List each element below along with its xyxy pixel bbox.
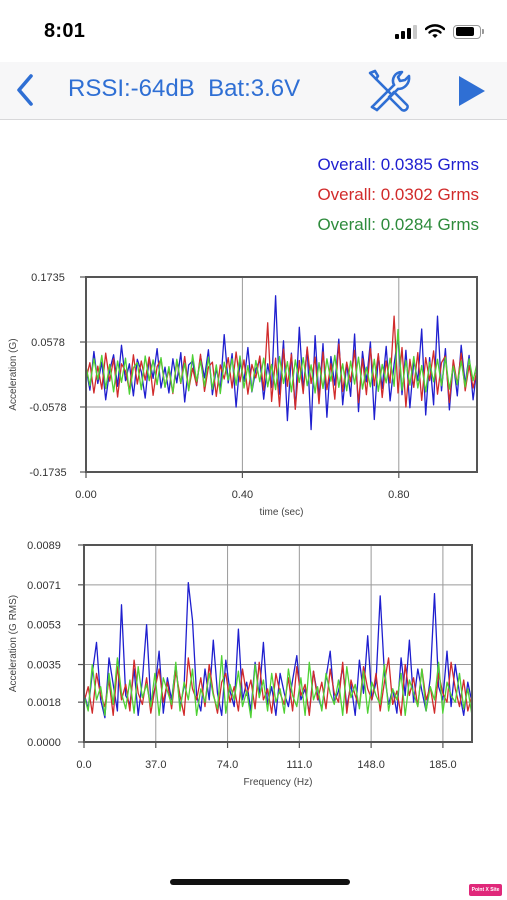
battery-icon — [453, 24, 484, 39]
y-tick-label: -0.0578 — [29, 402, 66, 414]
y-tick-label: 0.0578 — [31, 337, 65, 349]
y-tick-label: 0.0018 — [27, 697, 61, 709]
y-tick-label: 0.0035 — [27, 660, 61, 672]
time-domain-chart: 0.1735 0.0578 -0.0578 -0.1735 0.00 0.40 0.80 ti… — [8, 272, 478, 518]
settings-button[interactable] — [364, 67, 412, 115]
y-tick-label: -0.1735 — [29, 467, 66, 479]
x-tick-label: 0.00 — [75, 489, 96, 501]
wifi-icon — [425, 24, 445, 38]
x-tick-label: 148.0 — [357, 759, 385, 771]
nav-title: RSSI:-64dB Bat:3.6V — [68, 75, 301, 102]
nav-bar: RSSI:-64dB Bat:3.6V — [0, 62, 507, 120]
overall-red-value: Overall: 0.0302 Grms — [317, 185, 479, 204]
x-tick-label: 185.0 — [429, 759, 457, 771]
x-axis-label: time (sec) — [260, 507, 304, 518]
chevron-left-icon — [17, 74, 33, 106]
status-icons — [395, 24, 484, 39]
x-tick-label: 74.0 — [217, 759, 238, 771]
status-bar: 8:01 — [0, 0, 507, 62]
y-tick-label: 0.0089 — [27, 540, 61, 552]
back-button[interactable] — [10, 70, 40, 110]
x-axis-label: Frequency (Hz) — [244, 777, 313, 788]
play-icon — [459, 76, 485, 106]
signal-icon — [395, 24, 417, 39]
status-time: 8:01 — [44, 20, 86, 42]
home-indicator[interactable] — [170, 879, 350, 885]
plot-frame — [83, 544, 473, 743]
x-tick-label: 0.0 — [76, 759, 91, 771]
frequency-spectrum-chart: 0.0089 0.0071 0.0053 0.0035 0.0018 0.0000 0.0 3… — [8, 540, 473, 788]
x-tick-label: 0.40 — [232, 489, 253, 501]
x-tick-label: 37.0 — [145, 759, 166, 771]
series-line-2 — [85, 328, 478, 395]
y-tick-label: 0.0000 — [27, 737, 61, 749]
overall-green-value: Overall: 0.0284 Grms — [317, 215, 479, 234]
play-button[interactable] — [454, 72, 488, 110]
y-tick-label: 0.0053 — [27, 620, 61, 632]
y-axis-label: Acceleration (G RMS) — [8, 595, 19, 692]
plot-frame — [85, 276, 478, 473]
series-line-2 — [83, 655, 473, 719]
wrench-screwdriver-icon — [368, 69, 411, 112]
watermark-badge: Point X Site — [469, 884, 502, 896]
y-tick-label: 0.1735 — [31, 272, 65, 284]
x-tick-label: 0.80 — [388, 489, 409, 501]
y-tick-label: 0.0071 — [27, 580, 61, 592]
x-tick-label: 111.0 — [286, 759, 312, 771]
overall-blue-value: Overall: 0.0385 Grms — [317, 155, 479, 174]
y-axis-label: Acceleration (G) — [8, 338, 19, 410]
